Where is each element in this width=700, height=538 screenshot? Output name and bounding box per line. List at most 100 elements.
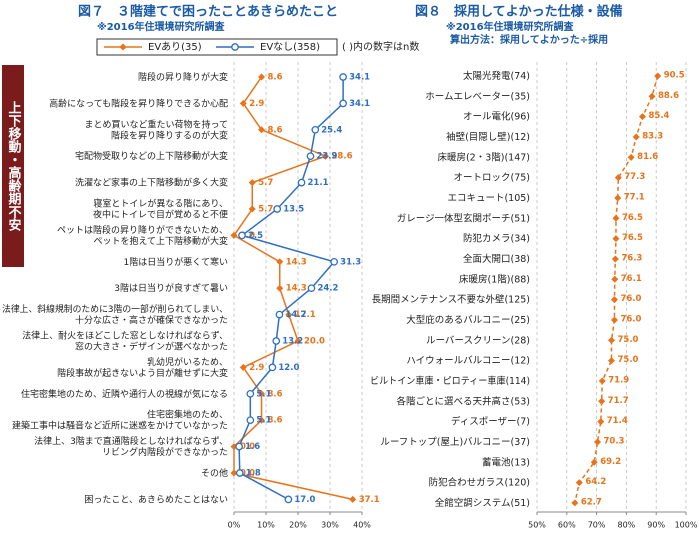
group-label: 上下移動・高齢期不安 — [6, 101, 22, 232]
chart-note: 算出方法：採用してよかった÷採用 — [449, 33, 608, 46]
point — [590, 458, 598, 466]
data-label: 13.2 — [282, 337, 303, 347]
point — [638, 113, 646, 121]
annotation: ( )内の数字はn数 — [342, 40, 419, 53]
chart-title: 図７ ３階建てで困ったことあきらめたこと — [78, 4, 338, 20]
category-line: 階段事故が起きないよう目が離せずに大変 — [57, 366, 228, 378]
category-label: 3階は日当りが良すぎて暑い — [114, 282, 228, 294]
data-label: 64.2 — [585, 477, 606, 487]
data-label: 76.5 — [622, 233, 643, 243]
data-label: 8.6 — [268, 125, 283, 135]
x-tick-label: 90% — [647, 521, 665, 530]
category-label: ディスポーザー(7) — [451, 415, 530, 427]
x-tick-label: 100% — [675, 521, 698, 530]
point — [608, 336, 615, 344]
data-label: 88.6 — [658, 91, 679, 101]
category-line: ペットは階段の昇り降りができないため、 — [57, 223, 228, 235]
data-label: 69.2 — [600, 457, 621, 467]
point — [231, 43, 239, 51]
category-line: 1階は日当りが悪くて寒い — [124, 255, 228, 267]
category-line: 窓の大きさ・デザインが選べなかった — [75, 340, 228, 352]
point — [248, 179, 256, 187]
point — [571, 499, 579, 507]
category-line: 建築工事中は騒音など近所に迷惑をかけていなかった — [12, 419, 228, 431]
category-label: 全面大開口(38) — [463, 252, 530, 264]
category-label: 防犯カメラ(34) — [463, 232, 530, 244]
point — [627, 153, 635, 161]
x-tick-label: 70% — [588, 521, 606, 530]
category-label: 法律上、耐火をほどこした窓としなければならず、窓の大きさ・デザインが選べなかった — [22, 329, 228, 352]
x-tick-label: 80% — [618, 521, 636, 530]
category-label: その他 — [201, 467, 228, 479]
point — [322, 152, 330, 160]
group-box — [2, 65, 24, 267]
data-label: 34.1 — [349, 73, 370, 83]
point — [654, 72, 662, 80]
data-label: 8.6 — [268, 416, 283, 426]
data-label: 28.6 — [332, 152, 353, 162]
category-label: ペットは階段の昇り降りができないため、ペットを抱えて上下階移動が大変 — [57, 223, 228, 246]
category-line: 床暖房(2・3階)(147) — [437, 151, 530, 163]
category-label: 床暖房(1階)(88) — [459, 273, 530, 285]
point — [258, 73, 266, 81]
category-line: 法律上、耐火をほどこした窓としなければならず、 — [22, 329, 228, 341]
data-label: 1.6 — [245, 442, 260, 452]
point — [248, 205, 256, 213]
category-line: 寝室とトイレが異なる階にあり、 — [93, 197, 228, 209]
data-label: 75.0 — [618, 335, 639, 345]
category-label: 太陽光発電(74) — [463, 70, 530, 82]
point — [258, 390, 266, 398]
data-label: 14.2 — [285, 310, 306, 320]
point — [246, 416, 255, 425]
category-line: 大型庇のあるバルコニー(25) — [406, 313, 530, 325]
data-label: 12.0 — [278, 363, 299, 373]
point — [268, 363, 277, 372]
category-label: 階段の昇り降りが大変 — [138, 71, 228, 83]
category-line: ハイウォールバルコニー(12) — [406, 355, 530, 366]
data-label: 0.0 — [240, 469, 255, 479]
data-label: 77.1 — [624, 192, 645, 202]
category-line: その他 — [201, 467, 228, 479]
point — [284, 495, 293, 504]
x-tick-label: 20% — [289, 521, 307, 530]
category-line: 乳幼児がいるため、 — [147, 355, 228, 367]
data-label: 76.0 — [620, 294, 641, 304]
category-line: 3階は日当りが良すぎて暑い — [114, 282, 228, 294]
x-tick-label: 50% — [528, 521, 546, 530]
point — [612, 235, 620, 243]
data-label: 0.0 — [240, 442, 255, 452]
point — [608, 357, 615, 365]
data-label: 76.3 — [621, 253, 642, 263]
point — [239, 363, 247, 371]
category-label: 乳幼児がいるため、階段事故が起きないよう目が離せずに大変 — [57, 355, 228, 378]
data-label: 77.3 — [624, 172, 645, 182]
category-line: ホームエレベーター(35) — [425, 91, 530, 102]
data-label: 85.4 — [648, 111, 669, 121]
category-line: 階段の昇り降りが大変 — [138, 71, 228, 83]
data-label: 90.5 — [664, 71, 685, 81]
x-tick-label: 10% — [257, 521, 275, 530]
category-line: ルーフトップ(屋上)バルコニー(37) — [380, 436, 530, 447]
data-label: 34.1 — [349, 99, 370, 109]
point — [119, 43, 127, 51]
category-label: 宅配物受取りなどの上下階移動が大変 — [75, 150, 228, 162]
category-line: オール電化(96) — [463, 110, 530, 122]
point — [285, 311, 293, 319]
point — [230, 469, 238, 477]
data-label: 71.7 — [608, 396, 629, 406]
category-label: 防犯合わせガラス(120) — [429, 476, 530, 488]
point — [297, 178, 306, 187]
point — [611, 255, 619, 263]
category-line: 蓄電池(13) — [482, 456, 530, 468]
data-label: 0.0 — [240, 231, 255, 241]
point — [593, 438, 601, 446]
x-tick-label: 40% — [353, 521, 371, 530]
point — [610, 296, 618, 304]
category-line: ガレージ一体型玄関ポーチ(51) — [397, 212, 530, 224]
data-label: 31.3 — [340, 257, 361, 267]
category-line: 太陽光発電(74) — [463, 70, 530, 82]
category-line: 困ったこと、あきらめたことはない — [84, 494, 228, 505]
category-line: 各階ごとに選べる天井高さ(53) — [396, 395, 530, 407]
category-line: ビルトイン車庫・ピロティー車庫(114) — [370, 374, 530, 386]
